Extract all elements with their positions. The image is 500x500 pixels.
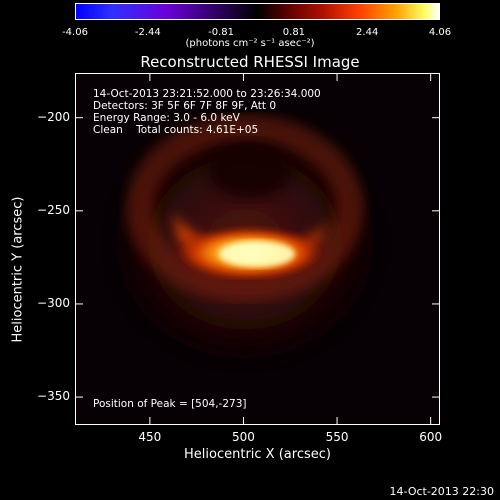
y-tick-label: −250 [37,202,70,217]
axis-tick-marks [75,73,440,425]
emission-hole [208,142,292,198]
annotation-energy: Energy Range: 3.0 - 6.0 keV [93,112,240,124]
x-axis-label: Heliocentric X (arcsec) [184,447,331,462]
y-tick-label: −350 [37,389,70,404]
x-tick-label: 550 [325,430,349,444]
colorbar-tick-label: -4.06 [62,27,88,38]
colorbar-tick-label: 2.44 [356,27,379,38]
annotation-detectors: Detectors: 3F 5F 6F 7F 8F 9F, Att 0 [93,100,277,112]
colorbar-tick-label: -2.44 [134,27,161,38]
annotation-time-range: 14-Oct-2013 23:21:52.000 to 23:26:34.000 [93,88,321,100]
colorbar-tick-label: -0.81 [208,27,235,38]
colorbar-tick-label: 4.06 [428,27,452,38]
y-tick-label: −300 [37,295,70,310]
plot-frame [75,73,440,425]
annotation-peak-position: Position of Peak = [504,-273] [93,398,247,410]
x-tick-label: 600 [419,430,443,444]
y-axis-label: Heliocentric Y (arcsec) [10,196,26,343]
y-tick-label: −200 [37,109,70,124]
colorbar-unit-label: (photons cm⁻² s⁻¹ asec⁻²) [185,38,315,49]
colorbar [75,3,440,20]
annotation-clean: Clean Total counts: 4.61E+05 [93,124,259,136]
x-tick-label: 450 [138,430,162,444]
colorbar-tick-label: 0.81 [282,27,306,38]
x-tick-label: 500 [232,430,255,444]
emission-ring [126,114,364,302]
heatmap-plot [75,73,440,425]
chart-title: Reconstructed RHESSI Image [140,53,360,71]
emission-peak [219,241,295,267]
timestamp: 14-Oct-2013 22:30 [389,485,494,498]
